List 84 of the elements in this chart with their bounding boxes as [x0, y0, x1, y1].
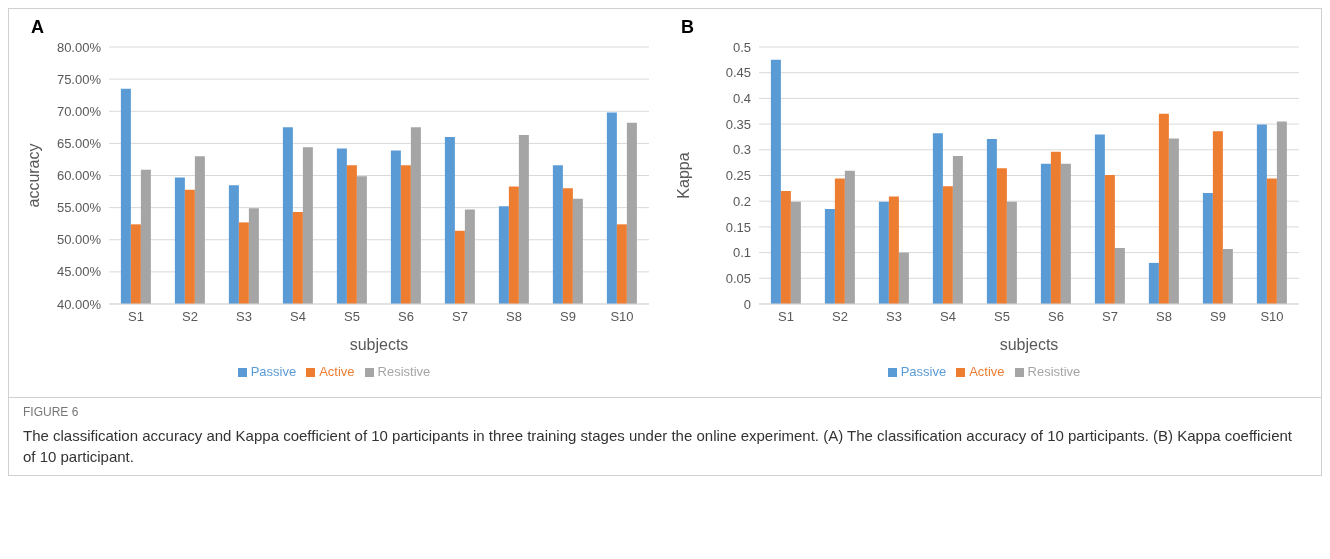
bar: [1040, 163, 1051, 304]
y-tick-label: 50.00%: [56, 232, 102, 248]
x-tick-label: S4: [290, 309, 306, 325]
legend-label: Resistive: [1027, 364, 1081, 379]
bar: [942, 186, 953, 304]
x-tick-label: S1: [128, 309, 144, 325]
y-tick-label: 0.4: [732, 91, 751, 107]
x-tick-label: S7: [452, 309, 468, 325]
y-tick-label: 55.00%: [56, 200, 102, 216]
bar: [932, 133, 943, 304]
x-axis-title: subjects: [999, 336, 1059, 353]
text: The classification accuracy and Kappa coefficient of 10 participants in three training stages under the online experiment. (A) The classification accuracy of 10 participants. (B) Kappa coefficient of 10 participant.: [23, 425, 1294, 467]
x-tick-label: S10: [1260, 309, 1284, 325]
x-tick-label: S10: [610, 309, 634, 325]
bar: [1104, 174, 1115, 304]
bar: [1212, 131, 1223, 304]
bar: [1168, 138, 1179, 304]
bar: [1158, 113, 1169, 304]
bar: [1060, 163, 1071, 304]
bar: [834, 178, 845, 304]
y-tick-label: 0.05: [725, 270, 751, 286]
legend-label: Active: [319, 364, 355, 379]
bar: [1148, 262, 1159, 304]
y-tick-label: 40.00%: [56, 296, 102, 312]
y-tick-label: 0.35: [725, 116, 751, 132]
bar: [1222, 249, 1233, 304]
bar: [878, 201, 889, 304]
x-tick-label: S2: [832, 309, 848, 325]
bar: [888, 196, 899, 304]
x-tick-label: S9: [1210, 309, 1226, 325]
y-tick-label: 0.25: [725, 168, 751, 184]
bar: [986, 139, 997, 304]
bar: [996, 168, 1007, 304]
x-tick-label: S3: [236, 309, 252, 325]
bar: [898, 252, 909, 304]
y-tick-label: 60.00%: [56, 168, 102, 184]
legend-label: Active: [969, 364, 1005, 379]
x-tick-label: S8: [506, 309, 522, 325]
y-tick-label: 0.5: [732, 39, 751, 55]
legend-label: Passive: [250, 364, 297, 379]
bar: [1276, 121, 1287, 304]
bar: [1114, 247, 1125, 304]
y-tick-label: 45.00%: [56, 264, 102, 280]
bar: [1094, 134, 1105, 304]
chart-title: B: [680, 17, 695, 39]
y-tick-label: 0.45: [725, 65, 751, 81]
y-tick-label: 0.1: [732, 245, 751, 261]
bar: [770, 59, 781, 304]
y-axis-title: accuracy: [24, 143, 42, 208]
x-tick-label: S4: [940, 309, 956, 325]
x-axis-title: subjects: [349, 336, 409, 353]
y-axis-title: Kappa: [674, 152, 692, 199]
x-tick-label: S8: [1156, 309, 1172, 325]
y-tick-label: 65.00%: [56, 135, 102, 151]
x-tick-label: S5: [994, 309, 1010, 325]
x-tick-label: S2: [182, 309, 198, 325]
x-tick-label: S1: [778, 309, 794, 325]
y-tick-label: 0.2: [732, 193, 751, 209]
chart-title: A: [30, 17, 45, 39]
x-tick-label: S6: [1048, 309, 1064, 325]
y-tick-label: 70.00%: [56, 103, 102, 119]
x-tick-label: S7: [1102, 309, 1118, 325]
bar: [1266, 178, 1277, 304]
x-tick-label: S5: [344, 309, 360, 325]
y-tick-label: 75.00%: [56, 71, 102, 87]
bar: [952, 155, 963, 304]
bar: [1050, 151, 1061, 304]
bar: [1256, 124, 1267, 304]
bar: [824, 208, 835, 304]
bar: [1202, 192, 1213, 304]
bar: [844, 170, 855, 304]
y-tick-label: 80.00%: [56, 39, 102, 55]
y-tick-label: 0.3: [732, 142, 751, 158]
bar: [780, 190, 791, 304]
legend-label: Resistive: [377, 364, 431, 379]
bar: [1006, 201, 1017, 304]
x-tick-label: S6: [398, 309, 414, 325]
bar: [790, 201, 801, 304]
y-tick-label: 0: [743, 296, 751, 312]
x-tick-label: S9: [560, 309, 576, 325]
x-tick-label: S3: [886, 309, 902, 325]
legend-label: Passive: [900, 364, 947, 379]
caption: FIGURE 6: [23, 404, 80, 421]
y-tick-label: 0.15: [725, 219, 751, 235]
